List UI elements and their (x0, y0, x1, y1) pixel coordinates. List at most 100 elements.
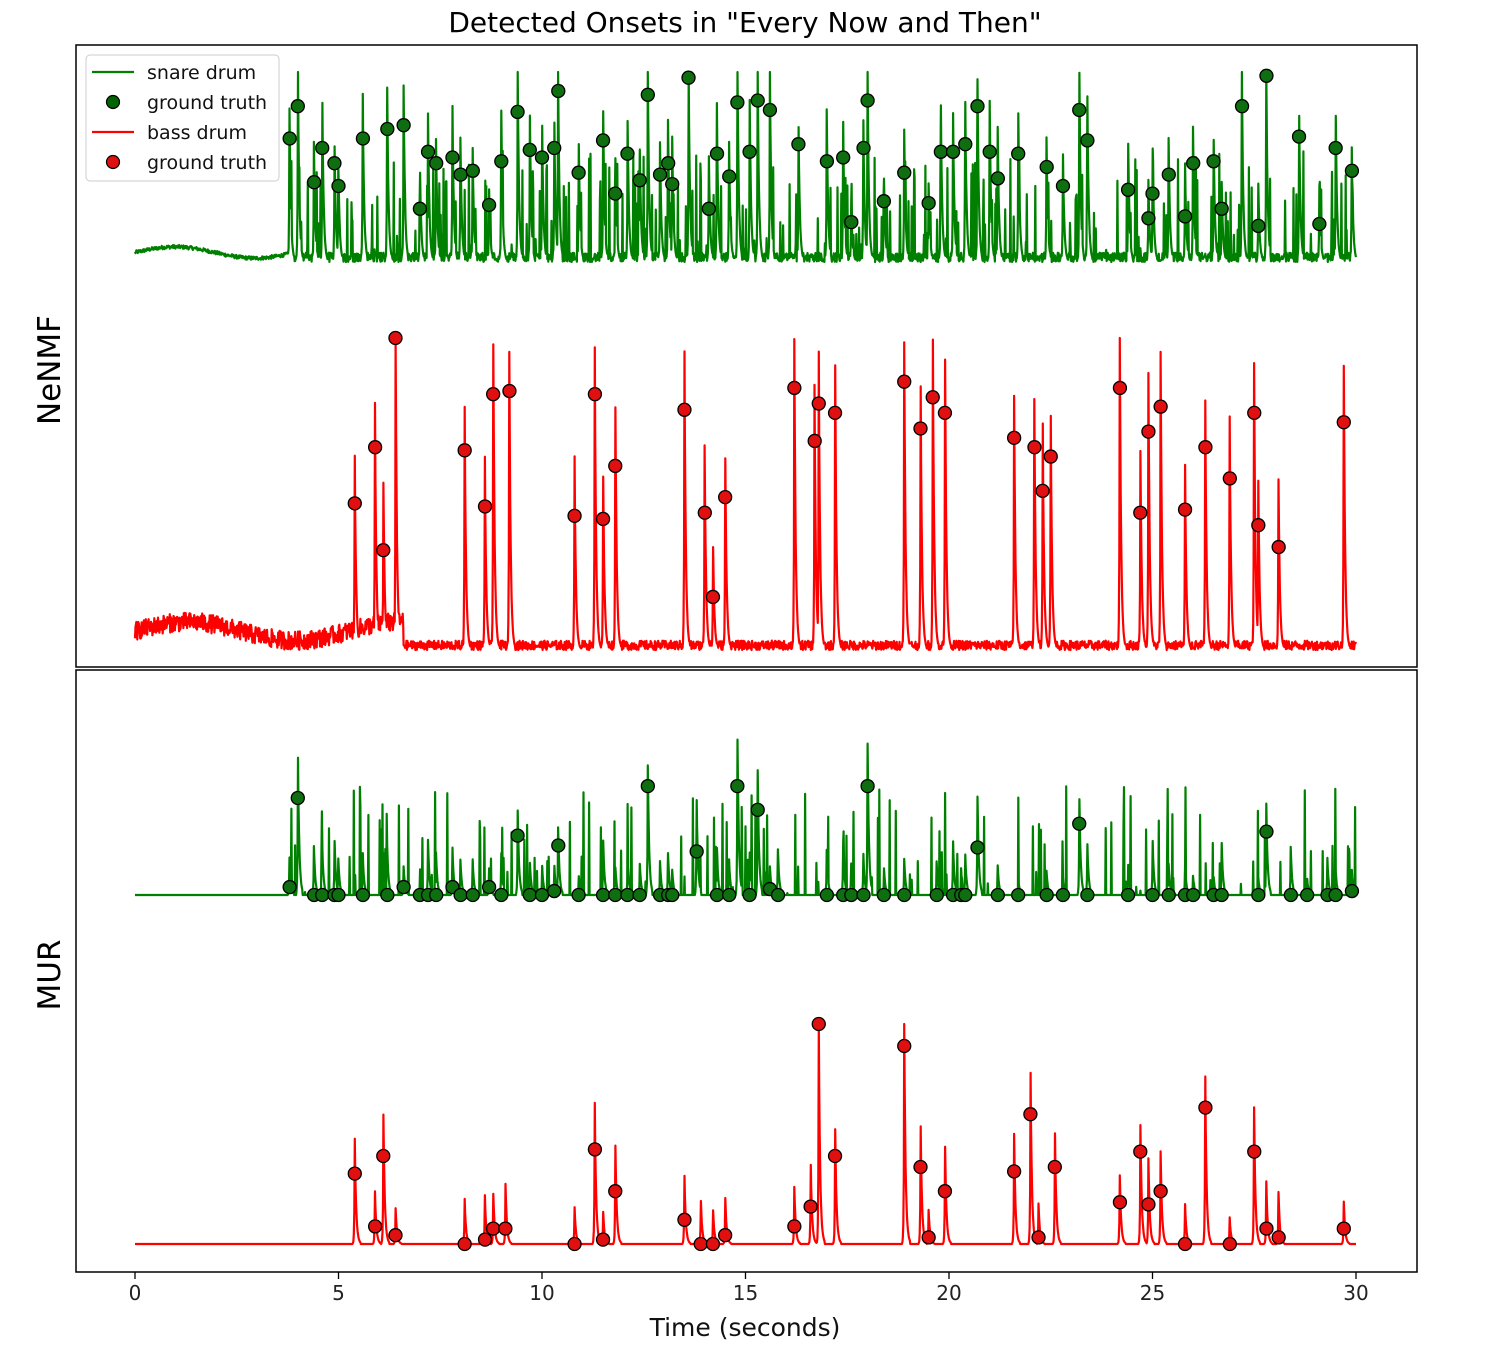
snare-ground-truth-point (445, 150, 460, 165)
snare-ground-truth-point (595, 887, 611, 903)
snare-ground-truth-point (290, 790, 305, 806)
legend-entry-label: bass drum (147, 122, 247, 144)
bass-ground-truth-point (913, 1159, 928, 1175)
bass-ground-truth-point (1023, 1107, 1038, 1122)
snare-ground-truth-point (897, 165, 912, 180)
bass-ground-truth-point (486, 387, 501, 402)
snare-ground-truth-point (970, 99, 985, 114)
snare-drum-line-mur (134, 738, 1357, 897)
snare-ground-truth-point (844, 887, 859, 903)
bass-ground-truth-point (1133, 505, 1148, 520)
bass-ground-truth-point (477, 499, 493, 514)
snare-ground-truth-point (1214, 887, 1229, 903)
snare-ground-truth-point (958, 887, 973, 903)
bass-ground-truth-point (608, 1184, 623, 1199)
snare-ground-truth-point (1186, 887, 1201, 903)
snare-ground-truth-point (661, 156, 676, 171)
bass-ground-truth-point (477, 1232, 493, 1247)
snare-ground-truth-point (701, 201, 717, 216)
x-tick-label: 10 (529, 1281, 554, 1305)
bass-ground-truth-point (827, 405, 843, 421)
snare-ground-truth-point (640, 778, 655, 794)
bass-ground-truth-point (367, 440, 383, 455)
snare-ground-truth-point (770, 887, 786, 903)
snare-ground-truth-point (315, 140, 330, 156)
snare-ground-truth-point (315, 887, 330, 903)
snare-ground-truth-point (494, 154, 509, 169)
snare-ground-truth-point (709, 887, 725, 903)
legend-entry-label: ground truth (147, 92, 267, 114)
bass-ground-truth-point (913, 421, 928, 436)
snare-ground-truth-point (465, 887, 480, 903)
bass-ground-truth-point (718, 489, 733, 505)
snare-ground-truth-point (844, 214, 859, 230)
snare-ground-truth-point (1072, 102, 1087, 118)
snare-ground-truth-point (990, 887, 1005, 903)
snare-ground-truth-point (1145, 887, 1160, 903)
snare-ground-truth-point (522, 887, 537, 903)
bass-ground-truth-point (1336, 415, 1351, 430)
bass-ground-truth-point (718, 1228, 733, 1243)
snare-ground-truth-point (876, 194, 892, 209)
bass-ground-truth-point (787, 1219, 802, 1234)
snare-ground-truth-point (1161, 167, 1176, 182)
bass-ground-truth-point (1006, 430, 1022, 445)
snare-ground-truth-point (730, 778, 745, 794)
legend-marker-swatch (105, 154, 121, 170)
snare-ground-truth-point (681, 70, 696, 85)
panel-mur-series (134, 738, 1360, 1252)
bass-ground-truth-point (457, 443, 472, 458)
snare-ground-truth-point (608, 887, 623, 903)
snare-ground-truth-point (1141, 211, 1156, 226)
bass-ground-truth-point (811, 1016, 826, 1032)
bass-ground-truth-point (1177, 502, 1193, 517)
bass-ground-truth-point (937, 1184, 953, 1199)
bass-ground-truth-point (1251, 518, 1266, 533)
bass-ground-truth-point (1047, 1159, 1062, 1175)
bass-ground-truth-point (1198, 440, 1213, 455)
snare-ground-truth-point (933, 144, 949, 159)
bass-ground-truth-point (705, 589, 721, 605)
snare-ground-truth-point (1055, 887, 1071, 903)
bass-ground-truth-point (925, 390, 940, 405)
snare-ground-truth-point (522, 142, 537, 158)
x-tick-label: 15 (733, 1281, 758, 1305)
bass-ground-truth-point (1336, 1221, 1351, 1236)
snare-ground-truth-point (331, 887, 346, 903)
snare-ground-truth-point (1177, 209, 1193, 224)
bass-ground-truth-point (787, 380, 802, 396)
snare-ground-truth-point (836, 150, 851, 165)
snare-ground-truth-point (730, 95, 745, 110)
bass-ground-truth-point (1153, 399, 1168, 414)
snare-ground-truth-point (1080, 133, 1095, 148)
bass-ground-truth-point (1271, 1230, 1286, 1245)
bass-ground-truth-point (1222, 471, 1237, 486)
snare-ground-truth-point (453, 887, 468, 903)
bass-ground-truth-point (1035, 483, 1050, 499)
snare-ground-truth-point (1312, 216, 1327, 232)
panel-mur-frame (75, 669, 1418, 1273)
snare-ground-truth-point (1120, 887, 1136, 903)
x-tick-label: 20 (936, 1281, 961, 1305)
panel-nenmf: NeNMF (32, 44, 1418, 668)
snare-ground-truth-point (571, 165, 586, 180)
snare-drum-line-nenmf (133, 70, 1358, 264)
snare-ground-truth-point (742, 887, 757, 903)
bass-ground-truth-point (367, 1219, 383, 1234)
snare-ground-truth-point (762, 102, 778, 118)
snare-ground-truth-point (282, 131, 297, 146)
snare-ground-truth-point (620, 146, 635, 161)
bass-ground-truth-point (1141, 1197, 1156, 1212)
snare-ground-truth-point (551, 83, 566, 99)
snare-ground-truth-point (453, 167, 468, 182)
x-tick-label: 0 (129, 1281, 142, 1305)
bass-ground-truth-point (1177, 1236, 1193, 1252)
snare-ground-truth-point (595, 133, 611, 148)
bass-ground-truth-point (1006, 1164, 1022, 1179)
bass-ground-truth-point (347, 496, 362, 511)
snare-ground-truth-point (1234, 99, 1250, 114)
bass-ground-truth-point (1112, 1195, 1128, 1210)
snare-ground-truth-point (429, 887, 444, 903)
snare-ground-truth-point (652, 167, 668, 182)
snare-ground-truth-point (608, 186, 623, 201)
